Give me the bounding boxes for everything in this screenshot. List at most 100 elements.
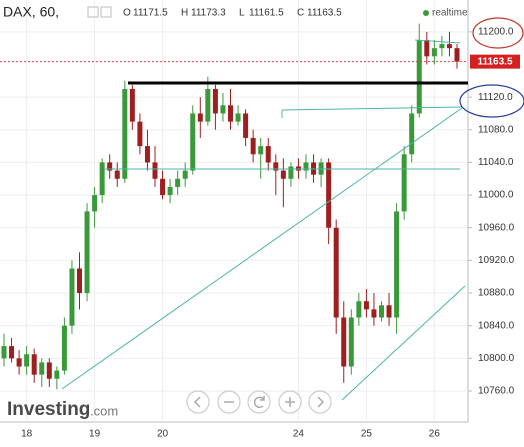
y-tick-label: 10960.0 xyxy=(478,222,515,233)
candle-body xyxy=(401,154,407,212)
candle-body xyxy=(46,362,52,379)
candle-body xyxy=(175,178,181,187)
candle-body xyxy=(303,162,309,171)
x-tick-label: 24 xyxy=(293,429,305,440)
trend-line xyxy=(61,107,463,390)
ohlc-value: 11161.5 xyxy=(249,8,284,19)
header-icon[interactable] xyxy=(100,6,112,18)
candle-body xyxy=(77,268,82,294)
x-tick-label: 18 xyxy=(21,429,33,440)
candle-body xyxy=(9,346,15,359)
ohlc-letter: L xyxy=(239,8,245,19)
candle-body xyxy=(152,162,158,179)
candle-body xyxy=(160,178,166,196)
candle-body xyxy=(386,305,392,318)
candle-body xyxy=(84,211,90,294)
candle-body xyxy=(379,305,384,318)
candle-body xyxy=(341,317,347,367)
candle-body xyxy=(92,195,98,212)
candle-body xyxy=(107,162,113,171)
scroll-right-button[interactable] xyxy=(308,390,332,414)
candle-body xyxy=(114,170,120,179)
last-price-tag xyxy=(470,54,520,69)
x-tick-label: 20 xyxy=(157,429,169,440)
status-dot xyxy=(423,10,429,16)
candle-body xyxy=(439,44,445,49)
candle-body xyxy=(363,301,369,310)
y-tick-label: 11200.0 xyxy=(478,26,514,37)
candle-body xyxy=(182,170,188,179)
candle-body xyxy=(273,162,279,171)
ohlc-header: O 11171.5 H 11173.3 L 11161.5 C 11163.5 xyxy=(123,8,342,19)
candle-body xyxy=(99,162,105,196)
trend-line xyxy=(341,285,466,401)
candle-body xyxy=(69,268,75,326)
y-tick-label: 10800.0 xyxy=(478,353,515,364)
candles xyxy=(1,23,460,390)
ohlc-value: 11163.5 xyxy=(307,8,342,19)
ohlc-letter: C xyxy=(297,8,304,19)
candle-body xyxy=(205,88,211,122)
trend-line xyxy=(414,39,461,44)
zoom-controls xyxy=(186,390,332,414)
y-tick-label: 11040.0 xyxy=(478,157,514,168)
logo-suffix: .com xyxy=(90,403,118,418)
candle-body xyxy=(16,358,22,367)
glyph xyxy=(193,396,201,408)
candle-body xyxy=(243,113,249,138)
candle-body xyxy=(212,88,218,114)
candle-body xyxy=(54,370,60,379)
candle-body xyxy=(326,162,332,228)
x-tick-label: 25 xyxy=(361,429,373,440)
scroll-left-button[interactable] xyxy=(186,390,210,414)
x-tick-label: 19 xyxy=(89,429,101,440)
y-tick-label: 10760.0 xyxy=(478,386,515,397)
y-tick-label: 10880.0 xyxy=(478,288,515,299)
candle-body xyxy=(1,346,7,359)
logo: Investing xyxy=(7,399,90,420)
y-tick-label: 11000.0 xyxy=(478,190,514,201)
zoom-glyphs xyxy=(193,396,325,409)
highlight-ellipse xyxy=(459,84,524,118)
symbol: DAX, 60, xyxy=(3,4,59,20)
candle-body xyxy=(431,48,437,57)
candle-body xyxy=(394,211,400,318)
ohlc-value: 11173.3 xyxy=(191,8,226,19)
drawings xyxy=(61,17,524,401)
candle-body xyxy=(129,88,135,122)
status: realtime xyxy=(432,8,468,19)
candle-body xyxy=(250,137,256,155)
price-axis: 10760.0 10800.0 10840.0 10880.0 10920.0 10960… xyxy=(468,26,515,397)
candle-body xyxy=(197,113,203,122)
candle-body xyxy=(122,88,128,179)
candle-body xyxy=(280,170,286,179)
candle-body xyxy=(144,146,150,163)
candle-body xyxy=(409,113,415,155)
candle-body xyxy=(235,113,241,122)
candle-body xyxy=(265,146,271,163)
candle-body xyxy=(416,39,422,114)
y-tick-label: 11080.0 xyxy=(478,124,514,135)
last-price-label: 11163.5 xyxy=(477,56,512,67)
x-tick-label: 26 xyxy=(429,429,441,440)
candle-body xyxy=(288,166,294,179)
candle-body xyxy=(333,227,339,318)
candle-body xyxy=(24,354,30,367)
highlight-ellipse xyxy=(472,17,524,49)
candle-body xyxy=(190,113,196,171)
header-icon[interactable] xyxy=(87,6,99,18)
y-tick-label: 11120.0 xyxy=(478,92,513,103)
ohlc-letter: O xyxy=(123,8,131,19)
candle-body xyxy=(220,105,226,114)
ohlc-letter: H xyxy=(181,8,188,19)
reset-button[interactable] xyxy=(247,390,271,414)
candle-body xyxy=(258,146,264,155)
candle-body xyxy=(446,44,452,49)
candle-body xyxy=(31,354,37,375)
time-axis: 18 19 20 24 25 26 xyxy=(21,429,440,440)
trend-line xyxy=(281,106,463,111)
candle-body xyxy=(356,301,362,318)
glyph xyxy=(285,397,295,407)
